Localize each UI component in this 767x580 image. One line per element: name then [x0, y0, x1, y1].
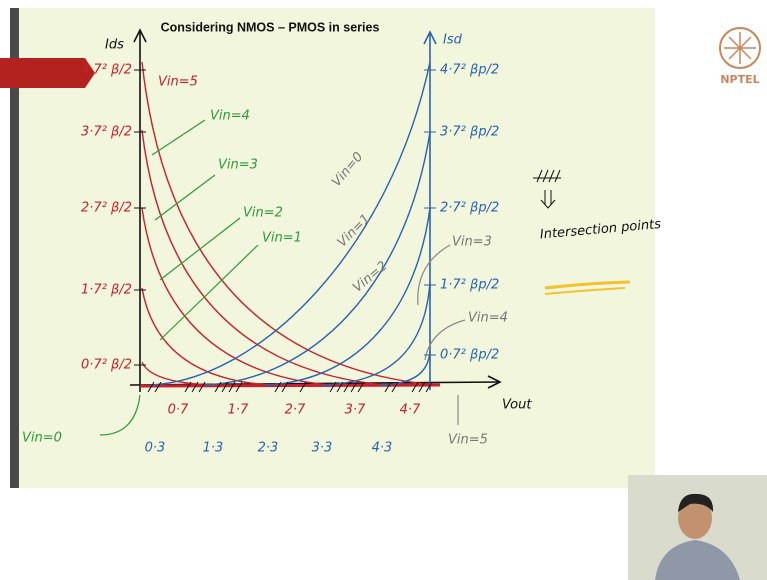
curve-label: Vin=3	[218, 158, 258, 173]
x-tick-label: 0·7	[168, 403, 189, 418]
curve-label: Vin=1	[262, 231, 302, 246]
curve-label: Vin=0	[22, 431, 62, 446]
axis-label: Ids	[105, 38, 124, 53]
slide	[10, 8, 655, 488]
y-tick-label: 0·7² βp/2	[440, 348, 499, 363]
curve-label: Vin=4	[468, 311, 508, 326]
y-tick-label: 1·7² β/2	[81, 283, 132, 298]
highlight-line	[140, 385, 440, 386]
curve-label: Vin=5	[158, 75, 198, 90]
x-tick-label: 2·7	[285, 403, 306, 418]
y-tick-label: 4·7² βp/2	[440, 63, 499, 78]
y-tick-label: 2·7² β/2	[81, 201, 132, 216]
slide-title: Considering NMOS – PMOS in series	[161, 20, 380, 34]
webcam	[628, 475, 767, 580]
curve-label: Vin=5	[448, 433, 488, 448]
x-tick-label: 1·3	[203, 441, 224, 456]
y-tick-label: 3·7² β/2	[81, 125, 132, 140]
x-tick-label: 0·3	[145, 441, 166, 456]
axis-label: Isd	[443, 33, 463, 48]
logo-text: NPTEL	[720, 73, 759, 86]
y-tick-label: 0·7² β/2	[81, 358, 132, 373]
y-tick-label: 2·7² βp/2	[440, 201, 499, 216]
x-tick-label: 3·3	[312, 441, 333, 456]
axis-label: Vout	[502, 398, 532, 413]
x-tick-label: 1·7	[228, 403, 249, 418]
screenshot: Considering NMOS – PMOS in series	[0, 0, 767, 580]
curve-label: Vin=4	[210, 109, 250, 124]
x-tick-label: 3·7	[345, 403, 366, 418]
curve-label: Vin=3	[452, 235, 492, 250]
curve-label: Vin=2	[243, 206, 283, 221]
y-tick-label: 1·7² βp/2	[440, 278, 499, 293]
x-tick-label: 4·3	[372, 441, 393, 456]
y-tick-label: 4·7² β/2	[81, 63, 132, 78]
x-tick-label: 2·3	[258, 441, 279, 456]
y-tick-label: 3·7² βp/2	[440, 125, 499, 140]
x-tick-label: 4·7	[400, 403, 421, 418]
